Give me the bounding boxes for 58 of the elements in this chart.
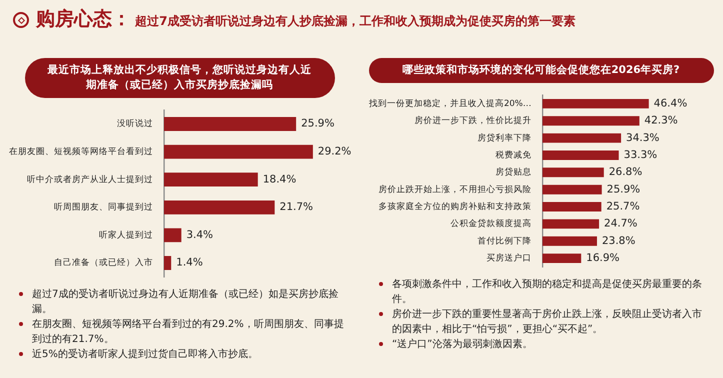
y-tick-label: 听家人提到过 <box>99 229 153 240</box>
data-label: 25.9% <box>301 118 334 130</box>
y-tick-label: 在朋友圈、短视频等网络平台看到过 <box>9 146 153 158</box>
data-label: 25.7% <box>606 200 640 213</box>
y-tick-label: 自己准备（或已经）入市 <box>54 257 153 268</box>
data-label: 25.9% <box>606 183 640 196</box>
bar <box>542 202 602 212</box>
data-label: 23.8% <box>602 234 636 247</box>
y-tick-label: 听周围朋友、同事提到过 <box>54 202 153 213</box>
text: “送户口”沦落为最弱刺激因素。 <box>392 338 534 352</box>
data-label: 34.3% <box>626 132 660 144</box>
bar <box>542 150 619 160</box>
data-label: 42.3% <box>644 114 678 127</box>
text: 购房心态： <box>36 8 131 30</box>
y-tick-label: 多孩家庭全方位的购房补贴和支持政策 <box>378 200 532 212</box>
bar <box>542 254 582 264</box>
y-tick-label: 公积金贷款额度提高 <box>450 218 532 230</box>
bar <box>164 228 182 242</box>
chart-title: 最近市场上释放出不少积极信号，您听说过身边有人近期准备（或已经）入市买房抄底捡漏吗 <box>24 58 334 98</box>
data-label: 24.7% <box>604 218 638 230</box>
bar <box>542 236 597 246</box>
y-tick-label: 听中介或者房产从业人士提到过 <box>27 174 153 185</box>
y-tick-label: 首付比例下降 <box>477 235 532 246</box>
data-label: 18.4% <box>262 173 296 186</box>
bar <box>542 116 640 126</box>
bar <box>542 168 604 178</box>
bar <box>164 117 296 131</box>
bar <box>164 256 172 270</box>
data-label: 26.8% <box>608 166 642 178</box>
y-tick-label: 找到一份更加稳定，并且收入提高20%… <box>368 98 532 109</box>
text: 各项刺激条件中，工作和收入预期的稳定和提高是促使买房最重要的条件。 <box>392 278 703 307</box>
y-tick-label: 税费减免 <box>495 149 532 160</box>
data-label: 1.4% <box>176 256 203 269</box>
bar <box>164 144 313 159</box>
y-tick-label: 买房送户口 <box>486 252 532 264</box>
data-label: 16.9% <box>586 252 620 264</box>
text: 在朋友圈、短视频等网络平台看到过的有29.2%，听周围朋友、同事提到过的有21.7%。 <box>32 318 345 347</box>
data-label: 21.7% <box>280 201 314 214</box>
data-label: 3.4% <box>186 228 214 241</box>
bar <box>542 98 649 108</box>
text: 超过7成受访者听说过身边有人抄底捡漏，工作和收入预期成为促使买房的第一要素 <box>134 14 576 28</box>
bar <box>542 219 600 229</box>
y-tick-label: 房贷贴息 <box>495 166 532 178</box>
chart-title: 哪些政策和市场环境的变化可能会促使您在2026年买房? <box>368 58 714 83</box>
y-tick-label: 房贷利率下降 <box>477 132 532 144</box>
bar <box>164 200 275 214</box>
bar <box>164 172 258 187</box>
y-tick-label: 房价止跌开始上涨，不用担心亏损风险 <box>378 184 532 195</box>
data-label: 33.3% <box>624 148 658 161</box>
data-label: 46.4% <box>654 97 688 110</box>
y-tick-label: 房价进一步下跌，性价比提升 <box>414 115 532 126</box>
text: 近5%的受访者听家人提到过货自己即将入市抄底。 <box>32 348 259 362</box>
bar <box>542 133 622 143</box>
text: 房价进一步下跌的重要性显著高于房价止跌上涨，反映阻止受访者入市的因素中，相比于“怕亏损”，更担心“买不起”。 <box>392 308 703 337</box>
y-tick-label: 没听说过 <box>117 118 153 130</box>
text: 超过7成的受访者听说过身边有人近期准备（或已经）如是买房抄底捡漏。 <box>32 288 340 317</box>
bar <box>542 184 602 194</box>
data-label: 29.2% <box>318 146 352 158</box>
